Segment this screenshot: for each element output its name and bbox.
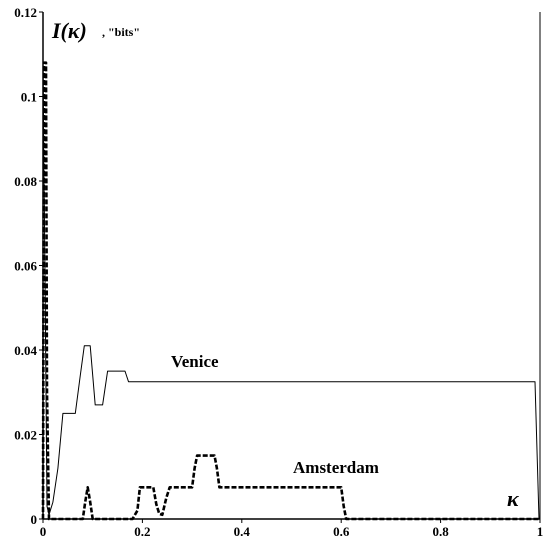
series-line-amsterdam: [41, 61, 540, 521]
x-tick-label: 0.8: [432, 524, 449, 539]
y-tick-label: 0.12: [14, 5, 37, 20]
x-tick-label: 0: [40, 524, 47, 539]
x-tick-label: 0.6: [333, 524, 350, 539]
series-label-amsterdam: Amsterdam: [293, 458, 379, 477]
y-tick-label: 0.02: [14, 428, 37, 443]
series-label-venice: Venice: [171, 352, 219, 371]
y-axis-label: I(κ): [51, 18, 87, 43]
y-axis-unit: , "bits": [102, 25, 140, 39]
axis-ticks: 0 0.2 0.4 0.6 0.8 1 0 0.02 0.04 0.06 0.08 0.1 0.12: [14, 5, 543, 539]
y-tick-label: 0.04: [14, 343, 37, 358]
y-tick-label: 0.08: [14, 174, 37, 189]
series-line-venice: [42, 62, 540, 520]
y-tick-label: 0.06: [14, 259, 37, 274]
y-tick-label: 0.1: [21, 90, 37, 105]
x-tick-label: 0.2: [134, 524, 150, 539]
x-tick-label: 0.4: [234, 524, 251, 539]
x-tick-label: 1: [537, 524, 544, 539]
y-tick-label: 0: [31, 512, 38, 527]
series-lines: [41, 61, 540, 521]
x-axis-label: κ: [507, 486, 520, 511]
